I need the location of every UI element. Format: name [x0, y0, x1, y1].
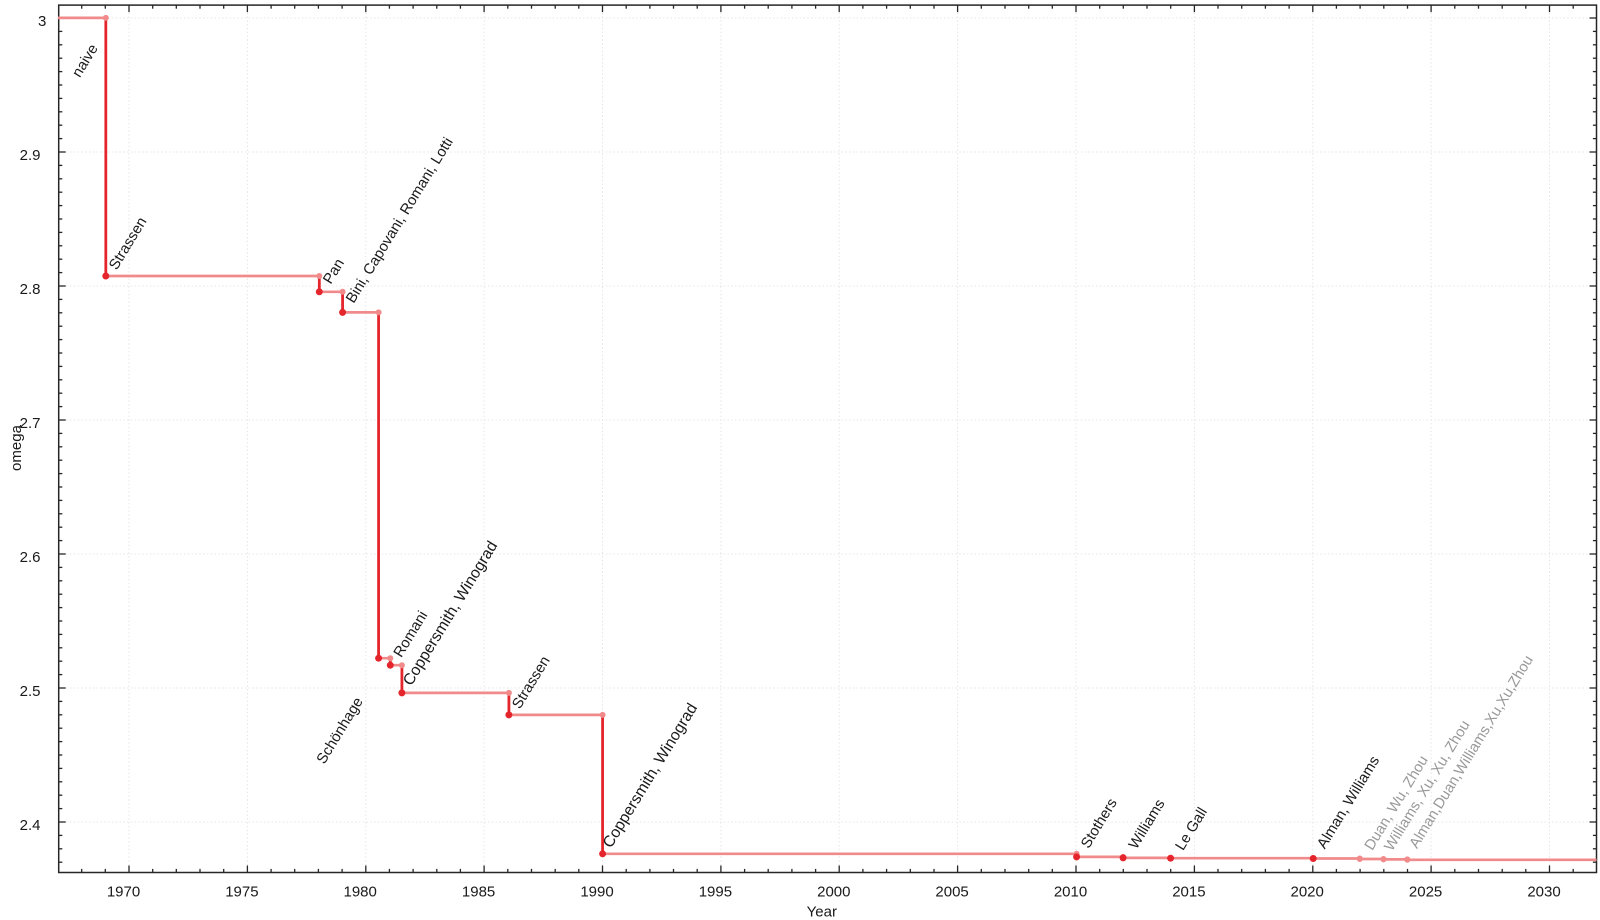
svg-text:2025: 2025 [1409, 883, 1442, 900]
svg-text:2000: 2000 [817, 883, 850, 900]
svg-text:2.5: 2.5 [20, 683, 41, 700]
svg-text:1990: 1990 [580, 883, 613, 900]
svg-text:2.7: 2.7 [20, 415, 41, 432]
svg-text:2.9: 2.9 [20, 147, 41, 164]
svg-text:1995: 1995 [699, 883, 732, 900]
svg-text:3: 3 [38, 13, 46, 30]
svg-text:1985: 1985 [462, 883, 495, 900]
svg-text:2020: 2020 [1291, 883, 1324, 900]
svg-text:2030: 2030 [1527, 883, 1560, 900]
svg-text:1980: 1980 [344, 883, 377, 900]
svg-text:2005: 2005 [935, 883, 968, 900]
svg-text:Year: Year [807, 904, 837, 920]
svg-text:2.6: 2.6 [20, 549, 41, 566]
svg-text:2.4: 2.4 [20, 817, 41, 834]
svg-text:1975: 1975 [225, 883, 258, 900]
svg-text:2.8: 2.8 [20, 281, 41, 298]
svg-text:omega: omega [8, 424, 25, 471]
svg-text:1970: 1970 [107, 883, 140, 900]
svg-text:2015: 2015 [1172, 883, 1205, 900]
svg-text:2010: 2010 [1054, 883, 1087, 900]
